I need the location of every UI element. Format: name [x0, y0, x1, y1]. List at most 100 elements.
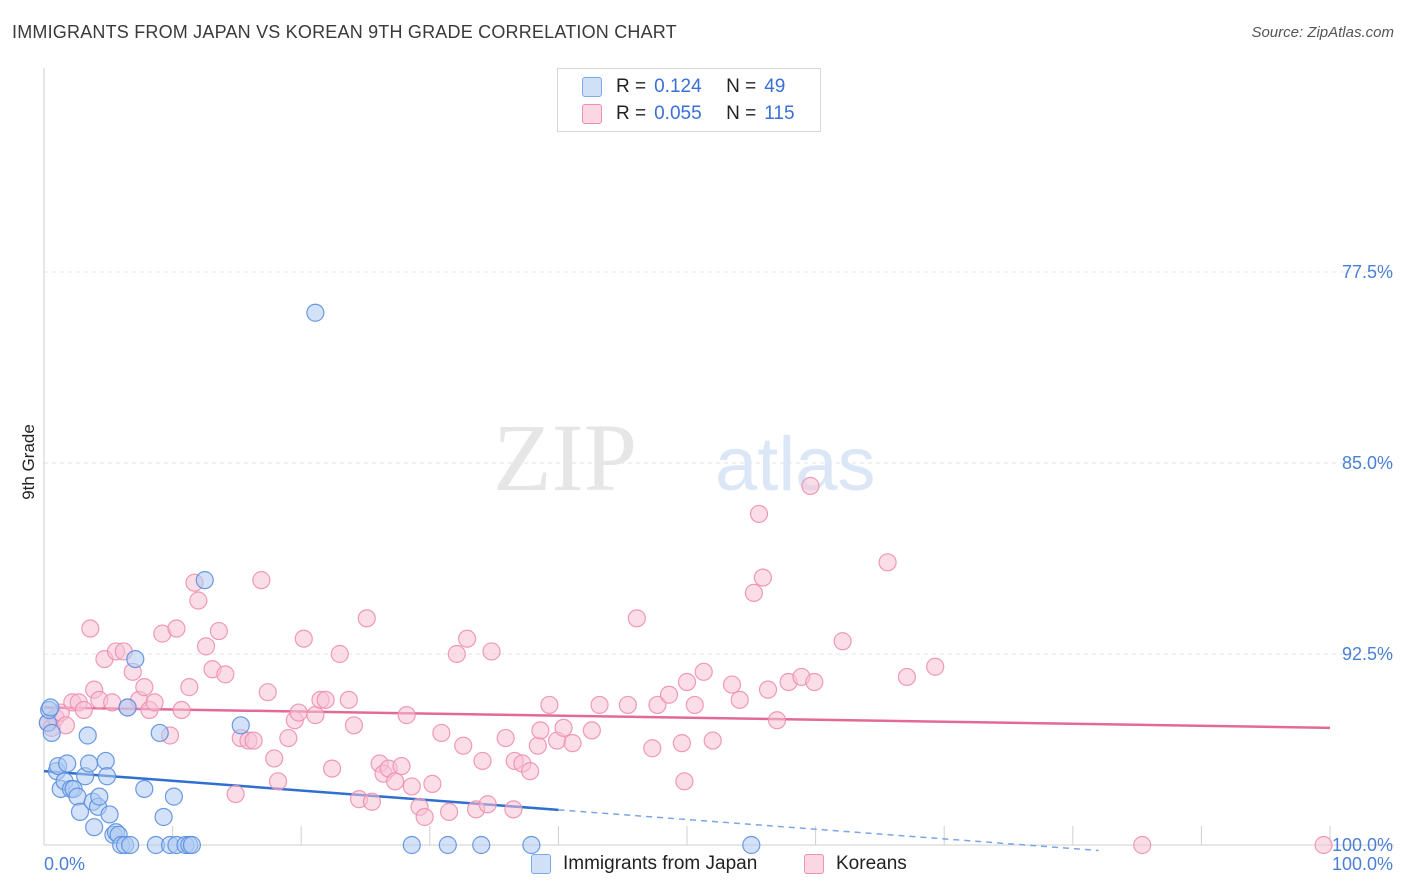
- koreans-point: [180, 678, 199, 697]
- watermark-zip: ZIP: [493, 404, 637, 511]
- japan-points: [38, 303, 761, 855]
- koreans-point: [677, 672, 697, 692]
- y-tick-label: 100.0%: [1332, 835, 1393, 855]
- koreans-point: [432, 723, 451, 743]
- koreans-point: [694, 662, 713, 681]
- koreans-point: [439, 802, 459, 821]
- koreans-point: [897, 667, 917, 687]
- japan-point: [85, 818, 104, 837]
- source-label: Source: ZipAtlas.com: [1251, 24, 1394, 41]
- koreans-point: [878, 553, 897, 572]
- koreans-point: [258, 683, 277, 702]
- koreans-point: [209, 621, 228, 641]
- koreans-point: [135, 678, 154, 697]
- legend-n-value: 115: [764, 103, 795, 124]
- japan-point: [70, 802, 90, 821]
- bottom-legend-label-japan: Immigrants from Japan: [563, 853, 758, 874]
- y-tick-label: 85.0%: [1342, 453, 1393, 473]
- koreans-point: [767, 711, 787, 730]
- koreans-point: [672, 734, 691, 753]
- japan-point: [126, 649, 145, 669]
- koreans-point: [758, 680, 778, 699]
- japan-point: [121, 835, 140, 855]
- koreans-point: [457, 629, 477, 648]
- japan-point: [100, 805, 119, 824]
- japan-point: [150, 723, 169, 743]
- koreans-point: [265, 749, 284, 768]
- japan-point: [438, 835, 457, 855]
- koreans-point: [1133, 835, 1152, 855]
- japan-point: [90, 787, 109, 806]
- legend-r-label: R =: [616, 76, 647, 97]
- koreans-point: [322, 759, 342, 778]
- koreans-point: [279, 728, 298, 748]
- koreans-point: [423, 774, 442, 793]
- koreans-point: [1314, 835, 1333, 855]
- koreans-point: [833, 632, 852, 651]
- koreans-point: [528, 736, 547, 755]
- koreans-point: [730, 690, 749, 709]
- koreans-point: [685, 695, 704, 715]
- japan-point: [742, 835, 761, 855]
- gridlines: [44, 271, 1395, 846]
- koreans-point: [659, 685, 679, 704]
- bottom-legend-label-koreans: Koreans: [836, 853, 907, 874]
- legend-row-koreans: R = 0.055 N = 115: [582, 102, 795, 126]
- koreans-point: [103, 693, 122, 712]
- koreans-point: [648, 695, 667, 715]
- koreans-point: [582, 721, 601, 740]
- koreans-point: [454, 736, 473, 755]
- koreans-point: [357, 609, 376, 628]
- koreans-point: [722, 675, 742, 694]
- koreans-point: [447, 644, 466, 664]
- legend-swatch-koreans: [582, 104, 602, 124]
- koreans-point: [167, 619, 186, 638]
- koreans-points: [38, 476, 1333, 855]
- koreans-point: [478, 795, 497, 814]
- koreans-point: [289, 703, 308, 722]
- legend-r-value: 0.124: [654, 76, 702, 97]
- tick-labels: 100.0% 92.5% 85.0% 77.5% 0.0% 100.0%: [44, 262, 1393, 874]
- koreans-point: [805, 672, 824, 692]
- koreans-point: [189, 591, 208, 610]
- legend-r-label: R =: [616, 103, 647, 124]
- legend-row-japan: R = 0.124 N = 49: [582, 75, 785, 99]
- koreans-point: [330, 644, 349, 664]
- japan-point: [41, 698, 60, 717]
- japan-point: [68, 787, 87, 806]
- japan-point: [231, 716, 250, 735]
- japan-point: [472, 835, 491, 855]
- japan-point: [78, 726, 97, 745]
- koreans-point: [415, 807, 434, 827]
- y-axis-label: 9th Grade: [19, 424, 38, 500]
- koreans-point: [753, 568, 772, 587]
- koreans-point: [385, 772, 405, 791]
- japan-point: [135, 779, 154, 799]
- koreans-point: [675, 772, 694, 791]
- japan-point: [118, 698, 137, 717]
- koreans-point: [801, 476, 820, 496]
- koreans-point: [306, 706, 325, 725]
- japan-point: [96, 751, 115, 771]
- koreans-point: [703, 731, 722, 750]
- japan-point: [182, 835, 201, 855]
- koreans-point: [590, 695, 609, 715]
- koreans-point: [392, 756, 411, 776]
- x-tick-label-max: 100.0%: [1332, 854, 1393, 874]
- koreans-point: [540, 695, 559, 715]
- koreans-point: [504, 800, 523, 819]
- bottom-legend-swatch-koreans: [804, 854, 824, 874]
- koreans-trend-line: [43, 706, 1331, 730]
- bottom-legend-koreans[interactable]: Koreans: [804, 852, 907, 876]
- koreans-point: [744, 583, 763, 602]
- koreans-point: [145, 693, 164, 712]
- japan-point: [42, 723, 61, 743]
- japan-point: [306, 303, 325, 322]
- koreans-point: [172, 700, 191, 720]
- koreans-point: [627, 609, 646, 628]
- bottom-legend-japan[interactable]: Immigrants from Japan: [531, 852, 757, 876]
- japan-point: [58, 754, 77, 773]
- koreans-point: [226, 784, 245, 804]
- koreans-point: [563, 734, 582, 753]
